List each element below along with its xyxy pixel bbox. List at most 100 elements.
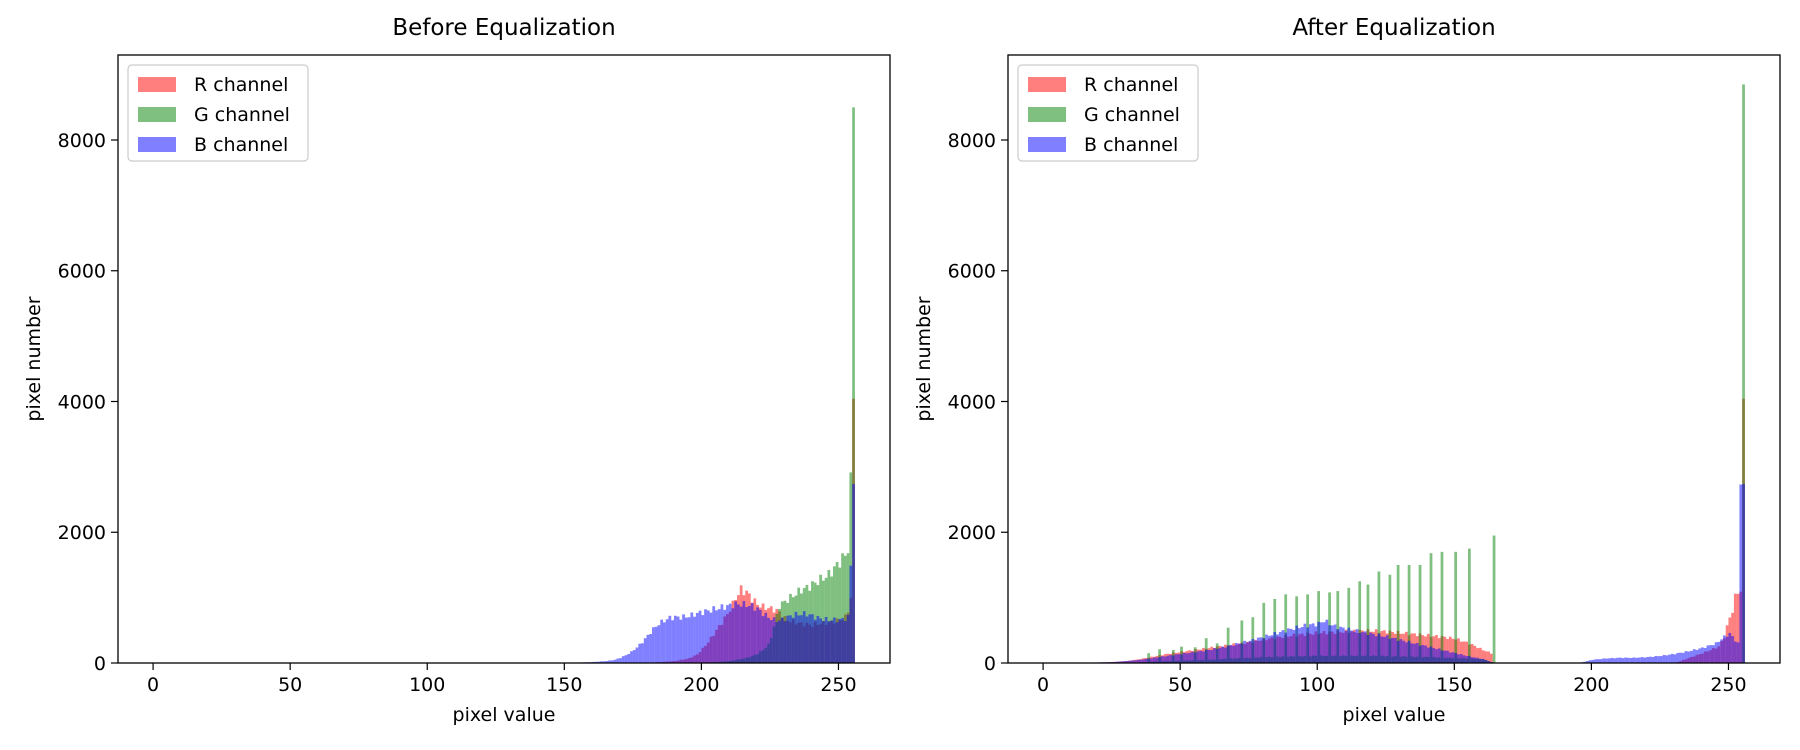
histogram-bar bbox=[641, 643, 644, 663]
histogram-bar bbox=[1418, 645, 1422, 663]
histogram-bar bbox=[1481, 658, 1485, 663]
histogram-bar bbox=[1366, 584, 1370, 663]
x-axis-label: pixel value bbox=[1343, 704, 1446, 726]
histogram-bar bbox=[1424, 645, 1427, 663]
axes-frame bbox=[117, 54, 891, 664]
legend-swatch bbox=[1028, 107, 1066, 122]
histogram-bar bbox=[1646, 656, 1649, 663]
histogram-bar bbox=[1731, 636, 1734, 663]
histogram-bar bbox=[624, 655, 628, 663]
histogram-bar bbox=[1465, 641, 1469, 663]
histogram-bar bbox=[1317, 621, 1320, 663]
histogram-bar bbox=[1662, 654, 1666, 663]
histogram-bar bbox=[1300, 627, 1304, 663]
histogram-bar bbox=[1454, 653, 1458, 663]
histogram-bar bbox=[838, 618, 842, 663]
histogram-bar bbox=[1344, 630, 1348, 663]
y-tick-label: 0 bbox=[984, 653, 996, 675]
histogram-bar bbox=[1487, 651, 1490, 663]
histogram-bar bbox=[1470, 657, 1474, 663]
histogram-bar bbox=[1311, 623, 1315, 663]
histogram-bar bbox=[621, 656, 625, 663]
histogram-bar bbox=[1489, 653, 1493, 663]
histogram-bar bbox=[1605, 658, 1608, 663]
histogram-bar bbox=[843, 621, 847, 663]
histogram-bar bbox=[1128, 660, 1131, 663]
x-tick-label: 100 bbox=[1299, 674, 1335, 696]
histogram-bar bbox=[772, 617, 776, 663]
histogram-bar bbox=[726, 605, 729, 663]
histogram-bar bbox=[753, 610, 757, 663]
histogram-bar bbox=[1139, 659, 1142, 663]
histogram-bar bbox=[1281, 630, 1285, 663]
histogram-bar bbox=[1459, 654, 1463, 663]
histogram-bar bbox=[1739, 484, 1743, 663]
histogram-bar bbox=[1284, 594, 1288, 663]
histogram-bar bbox=[846, 553, 850, 663]
histogram-bar bbox=[673, 615, 677, 663]
histogram-bar bbox=[1158, 649, 1161, 663]
histogram-bar bbox=[1141, 659, 1145, 663]
histogram-bar bbox=[1144, 658, 1148, 663]
histogram-bar bbox=[1396, 564, 1400, 663]
x-axis-label: pixel value bbox=[453, 704, 556, 726]
histogram-bar bbox=[1627, 657, 1630, 663]
histogram-bar bbox=[827, 569, 831, 663]
histogram-bar bbox=[1191, 651, 1194, 663]
histogram-bar bbox=[1333, 624, 1337, 663]
histogram-bar bbox=[1369, 632, 1373, 663]
histogram-bar bbox=[1377, 571, 1381, 663]
legend-label: R channel bbox=[194, 74, 288, 96]
histogram-bar bbox=[1295, 625, 1299, 663]
histogram-bar bbox=[723, 609, 727, 663]
histogram-bar bbox=[1679, 652, 1682, 663]
histogram-bar bbox=[841, 617, 844, 663]
y-tick-label: 6000 bbox=[948, 261, 996, 283]
histogram-bar bbox=[1358, 633, 1362, 663]
histogram-bar bbox=[1273, 598, 1277, 663]
histogram-bar bbox=[1722, 635, 1726, 663]
histogram-bar bbox=[649, 634, 653, 663]
histogram-bar bbox=[832, 566, 836, 663]
x-tick-label: 150 bbox=[1436, 674, 1472, 696]
histogram-bar bbox=[706, 610, 710, 663]
histogram-bar bbox=[1180, 654, 1183, 663]
histogram-bar bbox=[1720, 639, 1723, 663]
histogram-bar bbox=[843, 555, 847, 663]
histogram-bar bbox=[1654, 655, 1658, 663]
histogram-bar bbox=[813, 619, 817, 663]
histogram-bar bbox=[1673, 654, 1677, 663]
histogram-bar bbox=[1448, 652, 1452, 663]
chart-title: Before Equalization bbox=[392, 15, 615, 41]
histogram-bar bbox=[1448, 636, 1452, 663]
histogram-bar bbox=[830, 576, 833, 663]
histogram-bar bbox=[1229, 644, 1233, 663]
histogram-bar bbox=[1383, 636, 1386, 663]
histogram-bar bbox=[1347, 627, 1351, 663]
histogram-bar bbox=[663, 622, 666, 663]
histogram-bar bbox=[1657, 656, 1660, 663]
histogram-bar bbox=[811, 614, 814, 663]
histogram-bar bbox=[616, 658, 620, 663]
histogram-bar bbox=[1454, 551, 1458, 663]
histogram-bar bbox=[1404, 642, 1408, 663]
histogram-bar bbox=[1292, 630, 1296, 663]
histogram-bar bbox=[1591, 659, 1595, 663]
histogram-bar bbox=[761, 616, 765, 663]
histogram-bar bbox=[1594, 659, 1597, 663]
legend-swatch bbox=[138, 107, 176, 122]
histogram-bar bbox=[654, 626, 658, 663]
histogram-bar bbox=[1256, 637, 1260, 663]
legend-label: R channel bbox=[1084, 74, 1178, 96]
histogram-bar bbox=[1585, 661, 1589, 663]
histogram-bar bbox=[684, 617, 688, 663]
histogram-bar bbox=[1163, 656, 1167, 663]
histogram-bar bbox=[1725, 636, 1729, 663]
legend-swatch bbox=[1028, 137, 1066, 152]
histogram-bar bbox=[1287, 628, 1290, 663]
histogram-bar bbox=[1245, 642, 1249, 663]
histogram-bar bbox=[1421, 644, 1425, 663]
histogram-bar bbox=[1265, 634, 1268, 663]
histogram-bar bbox=[1152, 657, 1156, 663]
histogram-bar bbox=[1637, 657, 1641, 663]
